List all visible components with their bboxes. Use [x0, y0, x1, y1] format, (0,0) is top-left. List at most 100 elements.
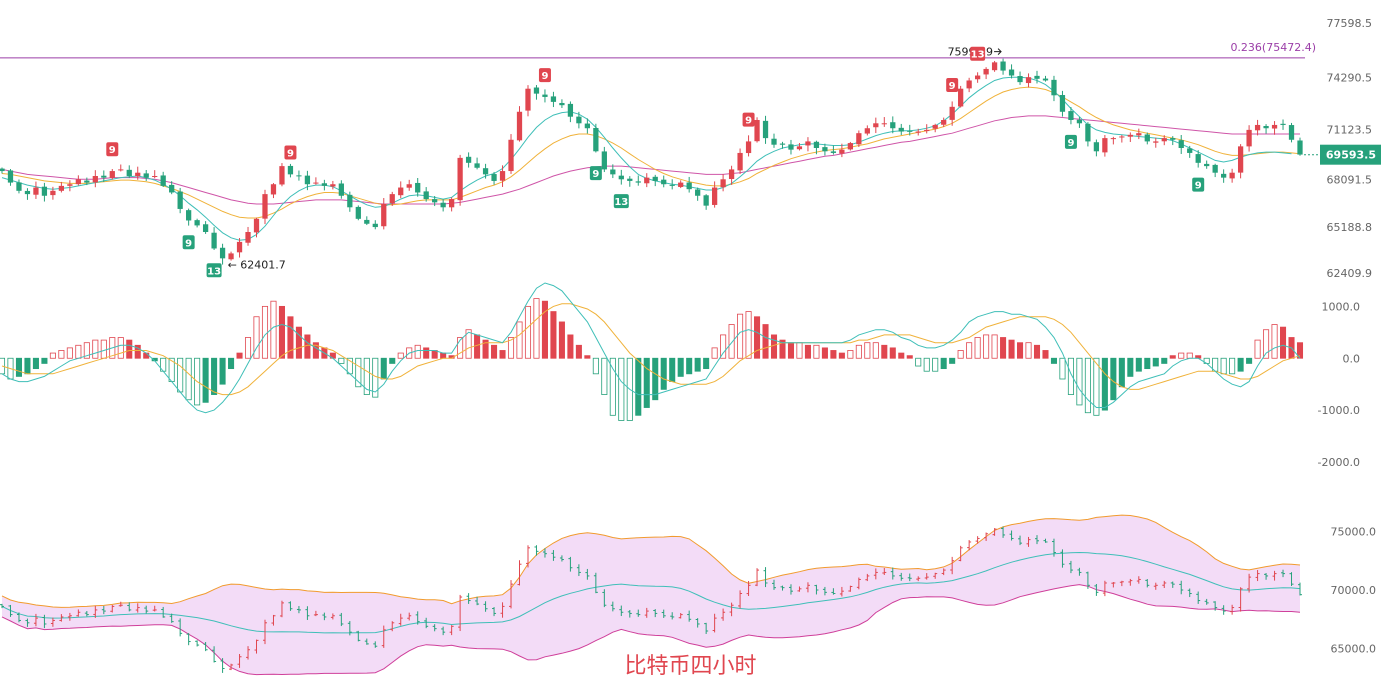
- candle-body: [559, 102, 565, 106]
- candle-body: [576, 116, 582, 124]
- macd-histogram-bar: [567, 334, 574, 359]
- price-panel: 77598.5 74290.5 71123.5 68091.5 65188.8 62409…: [0, 17, 1381, 280]
- macd-histogram-bar: [134, 344, 141, 359]
- macd-panel: 1000.0 0.0 -1000.0 -2000.0: [0, 282, 1361, 469]
- price-y-tick: 77598.5: [1327, 17, 1373, 30]
- macd-histogram-bar: [1271, 324, 1278, 359]
- candle-body: [1195, 154, 1201, 163]
- fib-level-label: 0.236(75472.4): [1230, 41, 1316, 54]
- macd-histogram: [0, 298, 1304, 421]
- macd-histogram-bar: [830, 350, 837, 359]
- macd-histogram-bar: [202, 357, 209, 403]
- macd-histogram-bar: [1186, 352, 1193, 359]
- macd-histogram-bar: [304, 334, 311, 359]
- macd-histogram-bar: [66, 347, 73, 359]
- candle-body: [75, 179, 81, 185]
- macd-histogram-bar: [1229, 357, 1236, 375]
- macd-histogram-bar: [923, 357, 930, 372]
- macd-histogram-bar: [847, 350, 854, 359]
- candle-body: [678, 182, 684, 187]
- td-marker-label: 9: [1067, 138, 1074, 149]
- candle-body: [762, 120, 769, 139]
- macd-histogram-bar: [143, 352, 150, 359]
- candle-body: [1110, 138, 1116, 140]
- candle-body: [1093, 142, 1100, 152]
- td-marker-label: 9: [949, 81, 956, 92]
- td-marker-buy: 9: [1192, 177, 1205, 192]
- macd-histogram-bar: [558, 321, 565, 359]
- macd-histogram-bar: [779, 339, 786, 359]
- candle-body: [372, 223, 378, 228]
- candle-body: [1102, 138, 1108, 153]
- macd-histogram-bar: [974, 337, 981, 359]
- current-price-label: 69593.5: [1326, 149, 1376, 162]
- candle-body: [491, 174, 497, 181]
- candle-body: [822, 147, 828, 152]
- candle-body: [330, 184, 336, 187]
- candle-body: [779, 143, 786, 145]
- candle-body: [236, 241, 243, 253]
- macd-histogram-bar: [898, 352, 905, 359]
- bollinger-y-tick: 75000.0: [1331, 525, 1377, 538]
- candle-body: [711, 187, 718, 205]
- macd-y-tick: 1000.0: [1322, 300, 1361, 313]
- macd-histogram-bar: [796, 342, 803, 359]
- candle-body: [508, 139, 514, 172]
- td-marker-label: 9: [185, 238, 192, 249]
- td-marker-badge: [946, 78, 959, 92]
- candle-body: [1178, 140, 1184, 148]
- candle-body: [211, 232, 217, 249]
- macd-histogram-bar: [49, 352, 56, 359]
- candle-body: [516, 111, 523, 141]
- candle-body: [169, 184, 175, 193]
- candle-body: [796, 146, 803, 150]
- macd-histogram-bar: [728, 324, 735, 359]
- price-y-tick: 65188.8: [1327, 221, 1373, 234]
- macd-histogram-bar: [1135, 357, 1142, 372]
- candle-body: [109, 171, 115, 178]
- candle-body: [253, 218, 260, 233]
- macd-histogram-bar: [906, 355, 913, 359]
- candle-body: [474, 163, 480, 168]
- macd-histogram-bar: [745, 311, 752, 359]
- candle-body: [304, 175, 311, 185]
- price-y-tick: 68091.5: [1327, 173, 1373, 186]
- macd-histogram-bar: [1118, 357, 1125, 388]
- macd-histogram-bar: [244, 337, 252, 359]
- candle-body: [1297, 140, 1303, 155]
- macd-histogram-bar: [219, 357, 226, 385]
- candle-body: [50, 190, 56, 196]
- macd-histogram-bar: [787, 342, 795, 359]
- candle-body: [143, 173, 149, 178]
- macd-histogram-bar: [1220, 357, 1227, 375]
- macd-histogram-bar: [355, 357, 362, 388]
- candle-body: [856, 133, 862, 145]
- macd-histogram-bar: [1008, 339, 1015, 359]
- candle-body: [915, 131, 921, 133]
- price-y-tick: 74290.5: [1327, 71, 1373, 84]
- candle-body: [813, 141, 820, 148]
- candle-body: [1263, 126, 1269, 129]
- macd-histogram-bar: [177, 357, 184, 393]
- macd-histogram-bar: [1161, 357, 1168, 364]
- candle-body: [499, 171, 506, 181]
- current-price-badge: [1320, 144, 1381, 165]
- macd-histogram-bar: [423, 347, 430, 359]
- candle-body: [1025, 77, 1032, 84]
- macd-histogram-bar: [380, 357, 387, 380]
- price-y-tick: 71123.5: [1327, 123, 1373, 136]
- td-marker-sell: 13: [970, 46, 986, 61]
- macd-histogram-bar: [1101, 357, 1108, 411]
- macd-histogram-bar: [278, 305, 285, 359]
- candle-body: [1161, 138, 1167, 142]
- candle-body: [270, 184, 277, 195]
- macd-histogram-bar: [287, 316, 294, 359]
- candle-body: [1153, 141, 1159, 143]
- macd-histogram-bar: [185, 357, 192, 401]
- macd-histogram-bar: [889, 347, 896, 359]
- macd-histogram-bar: [431, 350, 438, 359]
- candle-body: [864, 128, 870, 134]
- candle-body: [932, 124, 938, 129]
- candle-body: [160, 175, 166, 186]
- candle-body: [788, 144, 794, 150]
